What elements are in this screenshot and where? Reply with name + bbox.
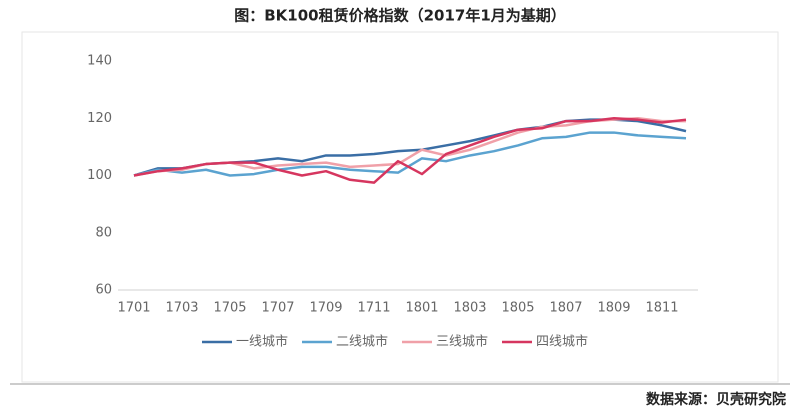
y-tick-label: 60 [95,283,112,298]
y-tick-label: 140 [87,54,112,69]
x-tick-label: 1801 [405,301,438,316]
x-tick-label: 1711 [357,301,390,316]
source: 数据来源：贝壳研究院 [646,391,786,408]
x-tick-label: 1803 [453,301,486,316]
legend-label: 三线城市 [436,334,488,350]
x-tick-label: 1805 [501,301,534,316]
x-tick-label: 1703 [165,301,198,316]
x-tick-label: 1701 [117,301,150,316]
y-tick-label: 120 [87,111,112,126]
x-tick-label: 1707 [261,301,294,316]
y-tick-label: 80 [95,225,112,240]
series-line [133,117,687,184]
x-tick-label: 1811 [645,301,678,316]
series-line [133,131,687,177]
legend-label: 一线城市 [236,334,288,350]
legend-label: 二线城市 [336,334,388,350]
chart-title: 图：BK100租赁价格指数（2017年1月为基期） [234,7,566,25]
y-tick-label: 100 [87,168,112,183]
x-tick-label: 1809 [597,301,630,316]
chart-frame [21,31,779,383]
x-tick-label: 1705 [213,301,246,316]
legend-label: 四线城市 [536,334,588,350]
x-tick-label: 1709 [309,301,342,316]
x-tick-label: 1807 [549,301,582,316]
